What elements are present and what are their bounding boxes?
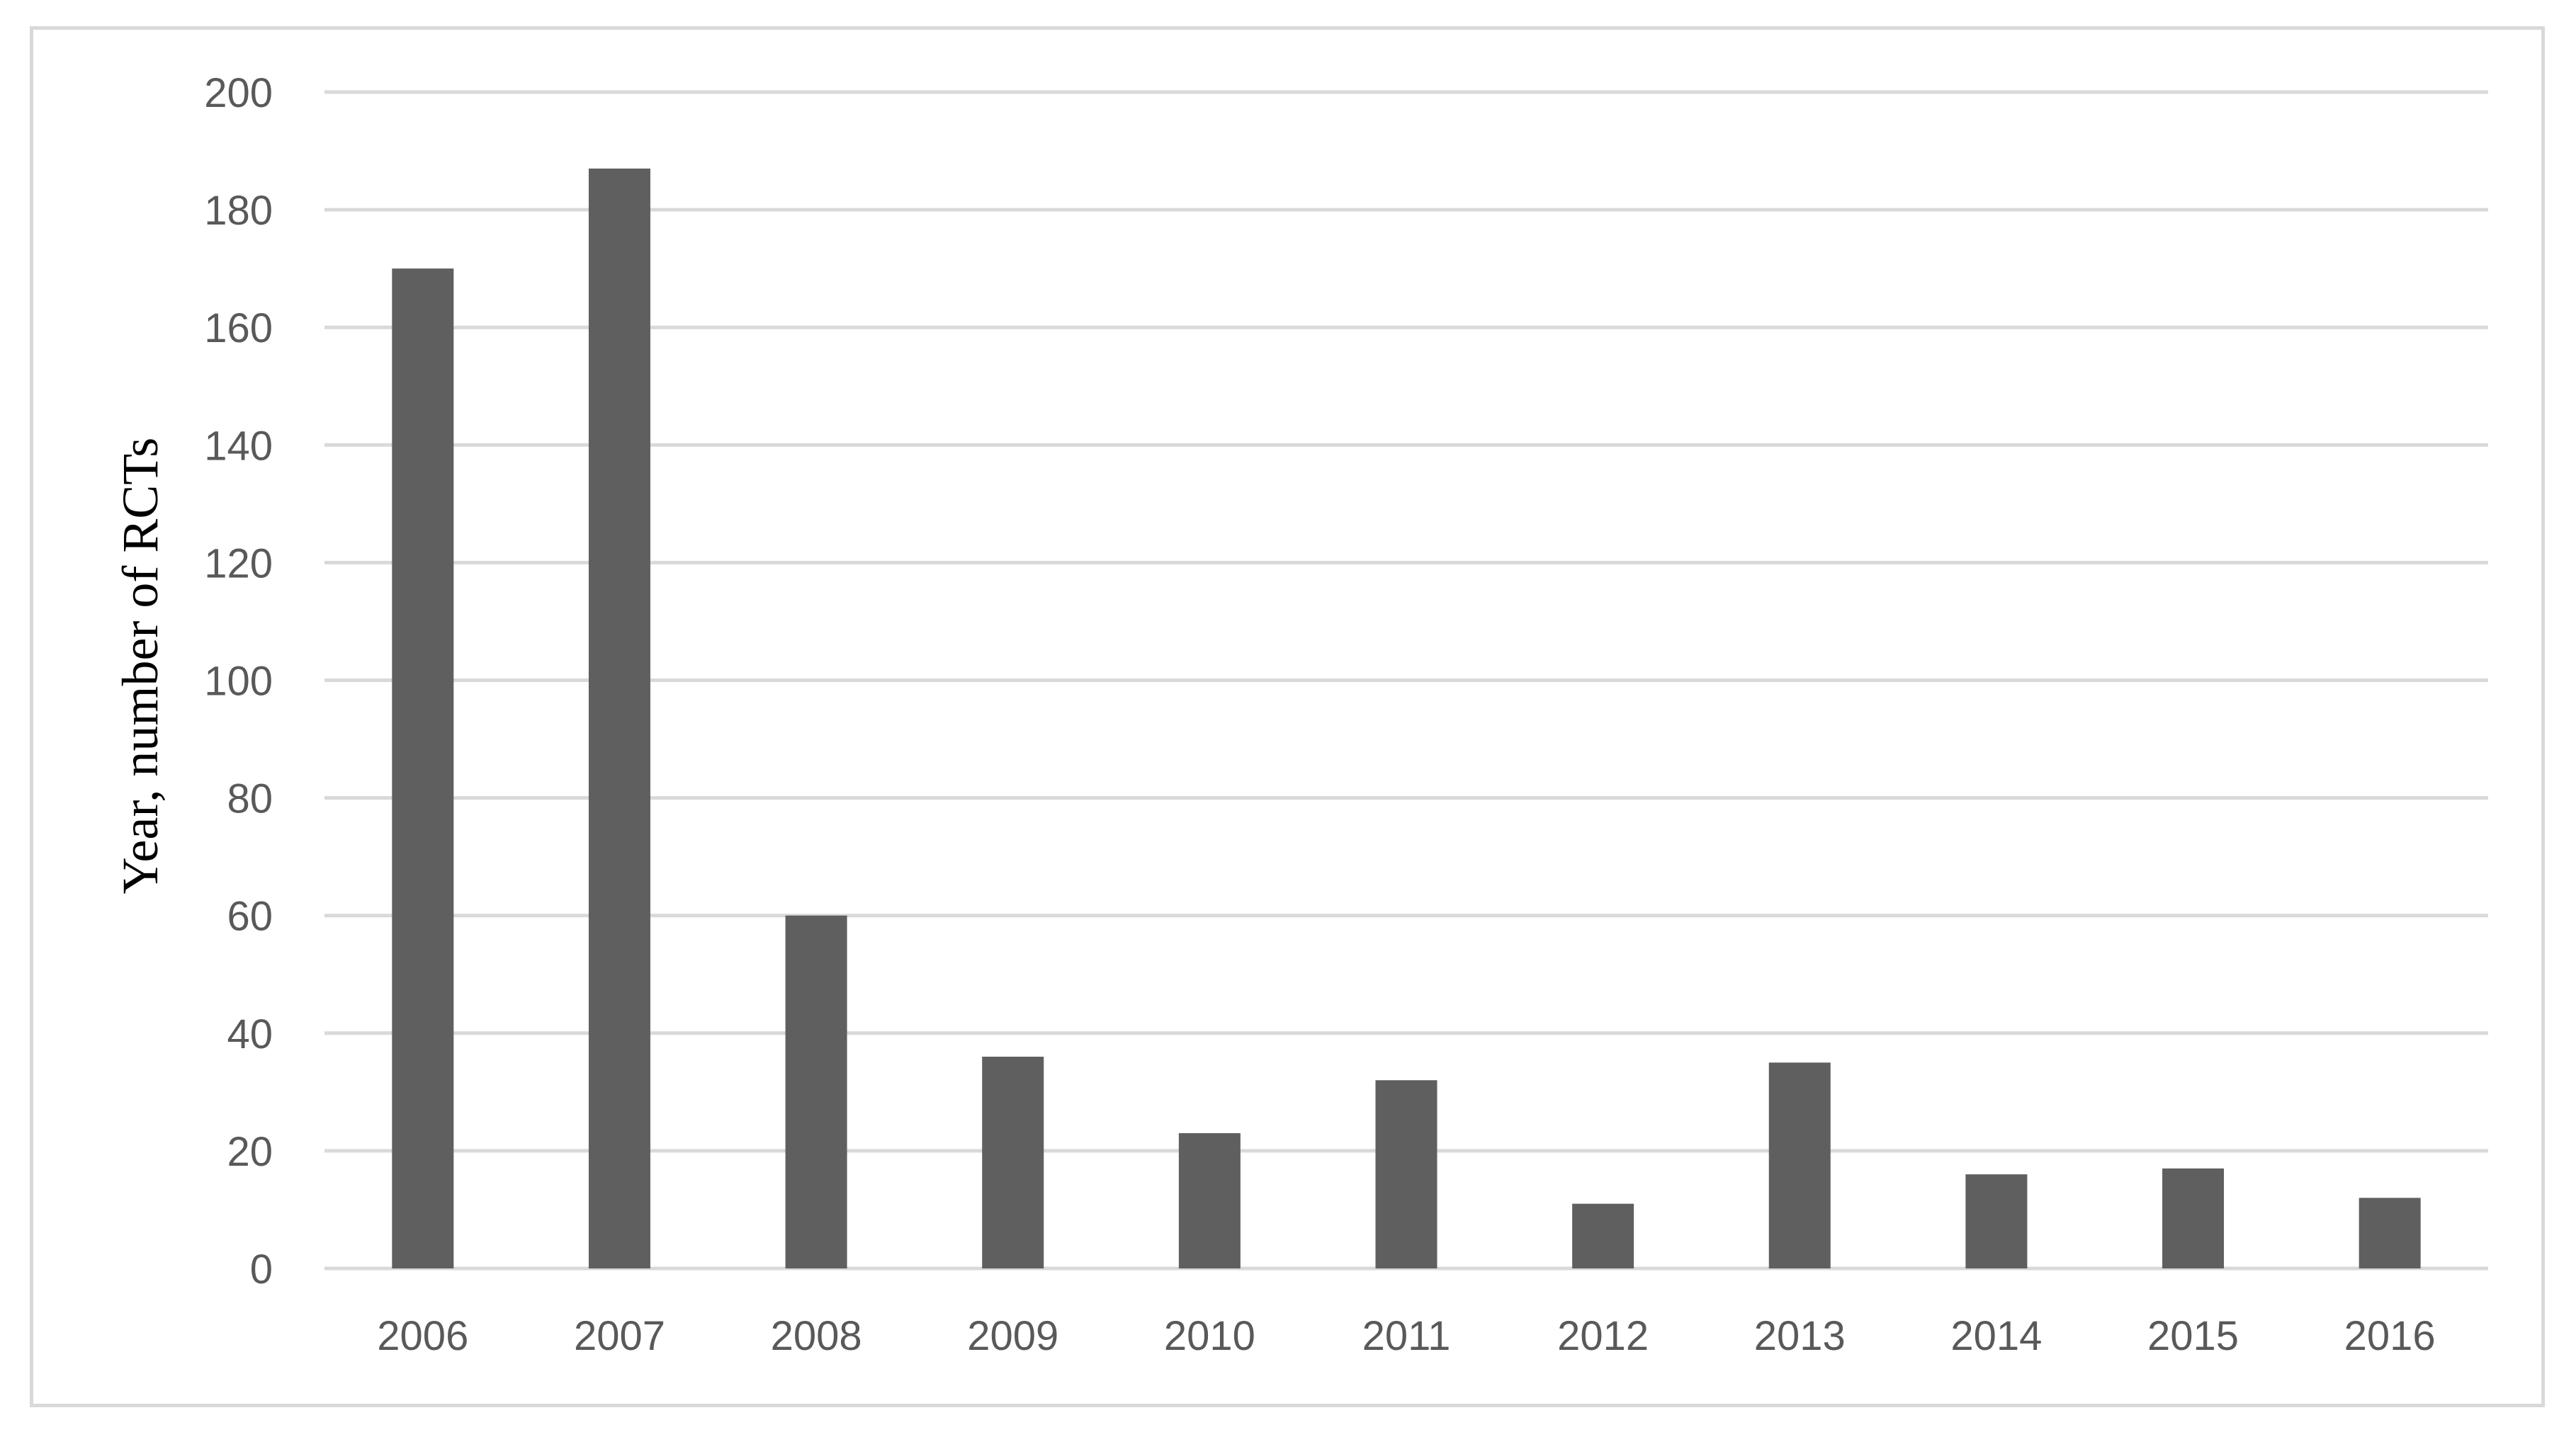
y-axis-title: Year, number of RCTs [112,438,169,894]
x-tick-label: 2011 [1362,1313,1451,1359]
y-tick-label: 20 [227,1129,273,1175]
y-tick-label: 40 [227,1011,273,1057]
bar-2011 [1375,1080,1437,1268]
bar-2015 [2162,1168,2225,1268]
bar-2016 [2358,1198,2421,1268]
x-tick-label: 2009 [967,1313,1058,1359]
y-axis-ticks: 0 20 40 60 80 100 120 140 160 180 200 [204,70,273,1293]
y-tick-label: 60 [227,894,273,940]
y-tick-label: 120 [204,540,273,586]
bar-2014 [1965,1174,2028,1268]
x-tick-label: 2012 [1557,1313,1649,1359]
y-tick-label: 0 [250,1246,273,1293]
bar-2007 [588,168,650,1269]
x-axis-ticks: 2006 2007 2008 2009 2010 2011 2012 2013 2014 2015… [377,1313,2435,1359]
x-tick-label: 2008 [771,1313,862,1359]
bar-2008 [785,915,847,1268]
x-tick-label: 2014 [1950,1313,2042,1359]
bar-2013 [1768,1062,1831,1268]
bar-2012 [1572,1203,1634,1268]
y-tick-label: 200 [204,70,273,116]
bar-2010 [1178,1132,1241,1268]
y-tick-label: 100 [204,659,273,705]
bars [392,168,2421,1269]
x-tick-label: 2013 [1754,1313,1846,1359]
bar-2006 [392,268,454,1268]
y-tick-label: 80 [227,776,273,822]
x-tick-label: 2007 [574,1313,665,1359]
x-tick-label: 2010 [1164,1313,1255,1359]
gridlines [324,90,2488,1271]
bar-2009 [982,1057,1044,1268]
y-tick-label: 140 [204,423,273,469]
x-tick-label: 2006 [377,1313,468,1359]
x-tick-label: 2015 [2147,1313,2239,1359]
y-tick-label: 160 [204,305,273,351]
y-tick-label: 180 [204,188,273,234]
x-tick-label: 2016 [2344,1313,2436,1359]
